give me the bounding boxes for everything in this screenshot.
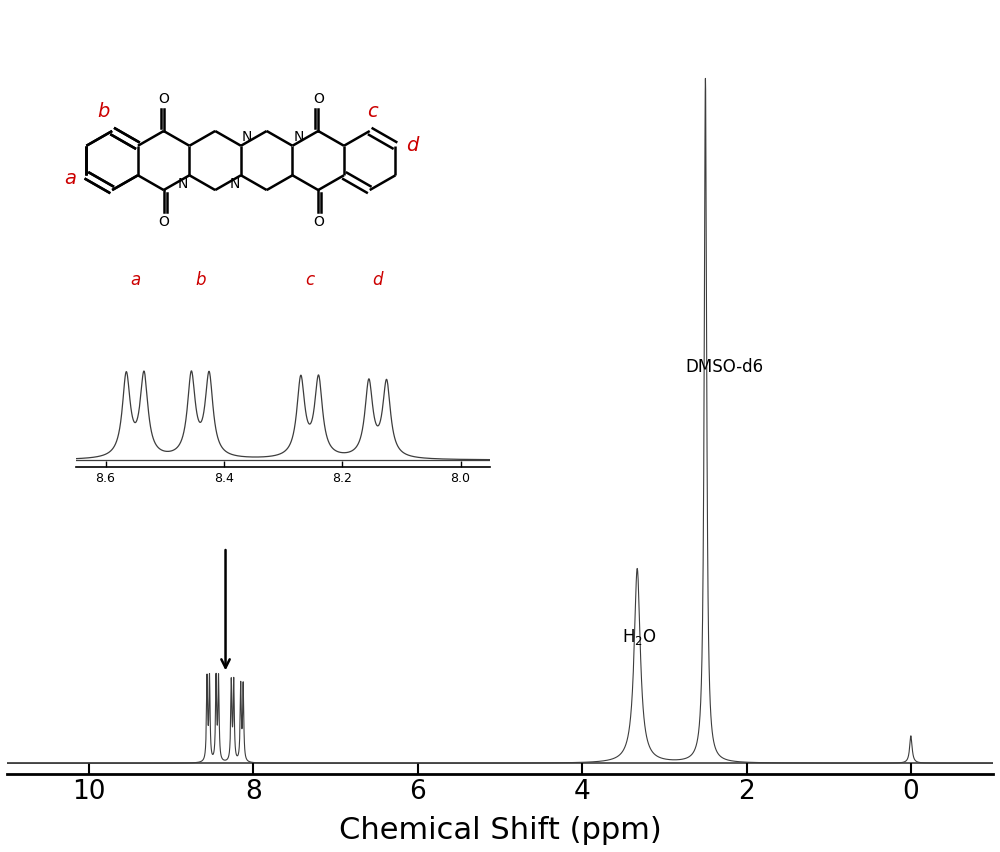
- X-axis label: Chemical Shift (ppm): Chemical Shift (ppm): [339, 816, 661, 845]
- Text: H$_2$O: H$_2$O: [622, 627, 656, 648]
- Text: DMSO-d6: DMSO-d6: [685, 358, 763, 376]
